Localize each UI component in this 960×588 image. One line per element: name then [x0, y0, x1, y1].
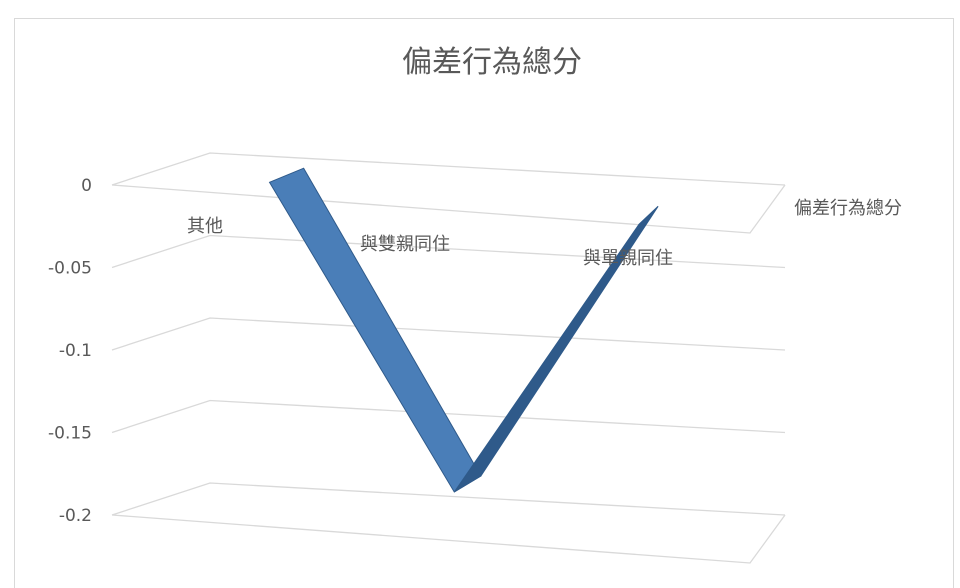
chart-frame: [14, 18, 954, 588]
series-ribbon-segment: [268, 167, 482, 493]
category-label: 其他: [187, 216, 223, 237]
series-layer: [268, 167, 659, 493]
category-label: 與單親同住: [583, 248, 673, 269]
grid-layer: [111, 152, 786, 564]
gridline: [111, 234, 786, 269]
gridline: [111, 152, 786, 186]
gridline: [111, 317, 786, 351]
y-tick-label: -0.15: [48, 424, 92, 444]
y-tick-label: 0: [81, 176, 92, 196]
chart-title: 偏差行為總分: [402, 45, 582, 80]
y-tick-label: -0.1: [59, 341, 92, 361]
category-label: 與雙親同住: [360, 234, 450, 255]
series-axis-label: 偏差行為總分: [794, 198, 902, 219]
y-tick-label: -0.2: [59, 506, 92, 526]
series-ribbon-segment: [453, 205, 659, 493]
front-axis: [111, 184, 786, 234]
floor-edge: [111, 514, 786, 564]
gridline: [111, 482, 786, 516]
gridline: [111, 399, 786, 434]
y-tick-label: -0.05: [48, 259, 92, 279]
y-axis-ticks: 0 -0.05 -0.1 -0.15 -0.2: [48, 176, 92, 526]
